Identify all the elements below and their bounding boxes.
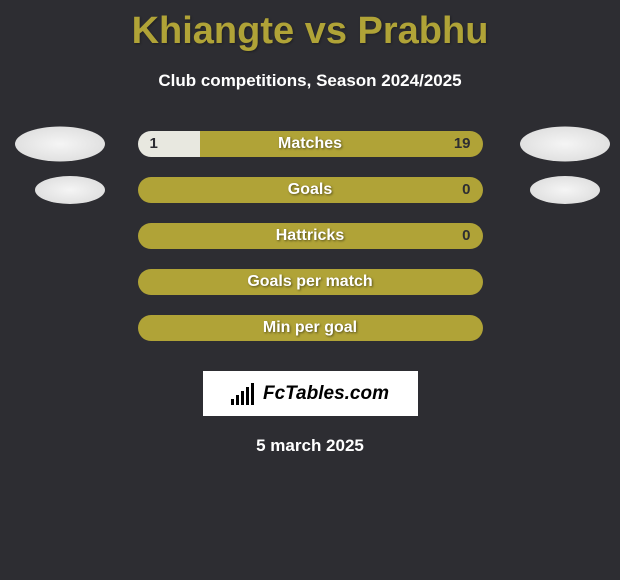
stats-container: Matches119Goals0Hattricks0Goals per matc… (0, 121, 620, 351)
stat-label: Min per goal (138, 315, 483, 341)
logo-box: FcTables.com (203, 371, 418, 416)
avatar-left (35, 176, 105, 204)
stat-value-right: 19 (454, 131, 471, 157)
stat-row: Goals per match (0, 259, 620, 305)
page-title: Khiangte vs Prabhu (0, 0, 620, 53)
date-text: 5 march 2025 (0, 436, 620, 456)
stat-label: Matches (138, 131, 483, 157)
stat-row: Matches1 19 (0, 121, 620, 167)
avatar-left (15, 127, 105, 162)
stat-value-right: 0 (462, 223, 470, 249)
stat-bar: Min per goal (138, 315, 483, 341)
stat-value-right: 0 (462, 177, 470, 203)
stat-bar: Goals per match (138, 269, 483, 295)
stat-value-left: 1 (150, 131, 158, 157)
stat-row: Goals0 (0, 167, 620, 213)
stat-bar: Matches1 19 (138, 131, 483, 157)
chart-icon (231, 383, 257, 405)
logo-text: FcTables.com (263, 383, 389, 405)
subtitle: Club competitions, Season 2024/2025 (0, 71, 620, 91)
stat-label: Goals (138, 177, 483, 203)
avatar-right (520, 127, 610, 162)
avatar-right (530, 176, 600, 204)
stat-row: Min per goal (0, 305, 620, 351)
stat-bar: Hattricks0 (138, 223, 483, 249)
stat-label: Hattricks (138, 223, 483, 249)
stat-bar: Goals0 (138, 177, 483, 203)
stat-row: Hattricks0 (0, 213, 620, 259)
stat-label: Goals per match (138, 269, 483, 295)
